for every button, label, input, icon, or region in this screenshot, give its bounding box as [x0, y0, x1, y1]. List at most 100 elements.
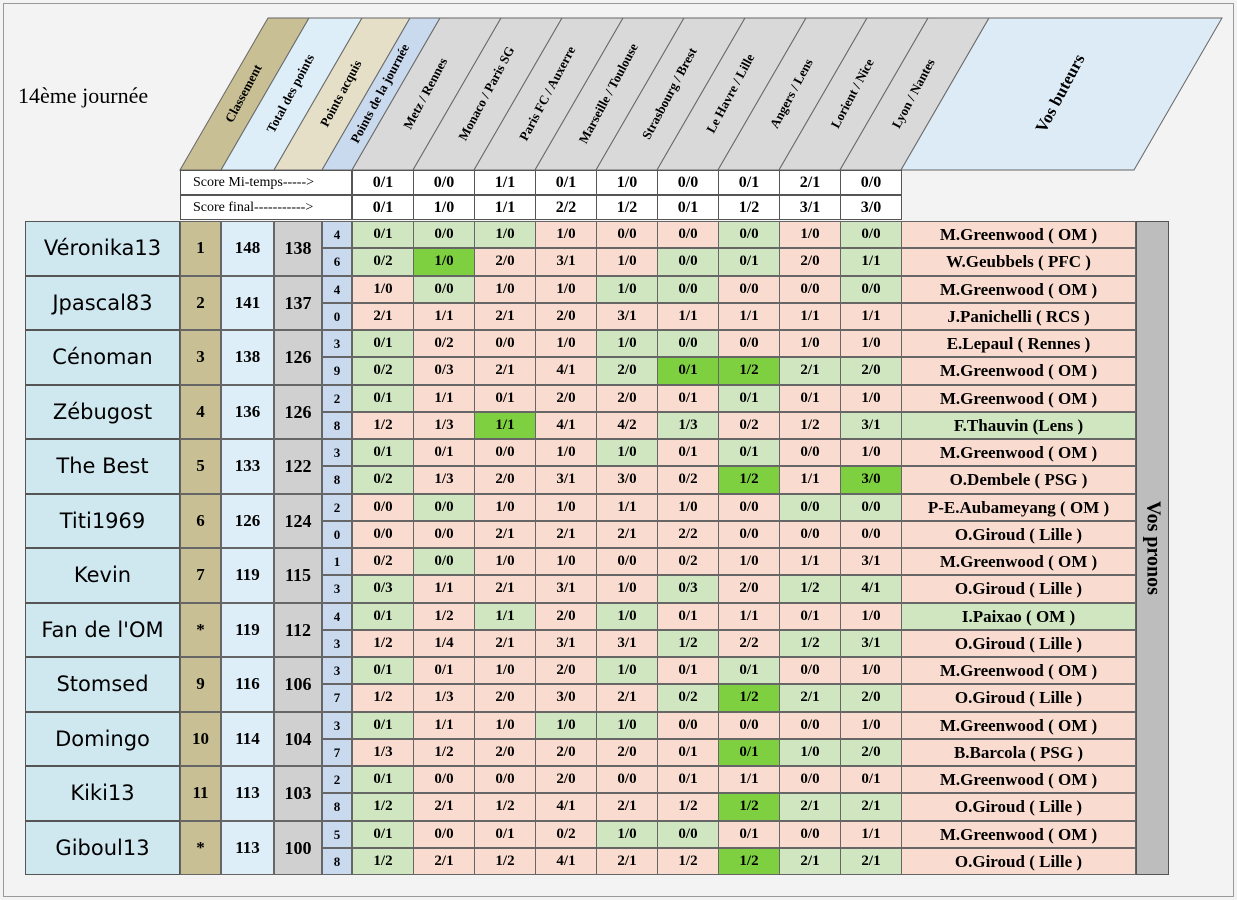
prediction-cell: 0/2: [352, 248, 414, 276]
prediction-cell: 1/2: [779, 629, 841, 657]
prediction-cell: 1/2: [657, 847, 719, 875]
prediction-cell: 0/0: [413, 221, 475, 249]
prediction-cell: 2/1: [413, 847, 475, 875]
prediction-cell: 2/1: [840, 793, 902, 821]
score-cell: 1/0: [596, 170, 658, 195]
prediction-cell: 2/1: [474, 575, 536, 603]
player-name: Titi1969: [25, 493, 180, 548]
prediction-cell: 2/1: [474, 629, 536, 657]
scorer-cell: E.Lepaul ( Rennes ): [901, 330, 1136, 358]
prediction-cell: 2/1: [413, 793, 475, 821]
player-day-points: 3: [322, 711, 352, 739]
scorer-cell: M.Greenwood ( OM ): [901, 439, 1136, 467]
player-day-points: 8: [322, 466, 352, 494]
player-name: Stomsed: [25, 657, 180, 712]
prediction-cell: 1/2: [413, 602, 475, 630]
prediction-cell: 3/0: [596, 466, 658, 494]
player-day-points: 0: [322, 520, 352, 548]
player-total: 136: [221, 384, 274, 439]
scorer-cell: M.Greenwood ( OM ): [901, 275, 1136, 303]
prediction-cell: 1/1: [474, 411, 536, 439]
prediction-cell: 0/0: [718, 275, 780, 303]
prediction-cell: 2/1: [779, 684, 841, 712]
prediction-cell: 1/2: [352, 684, 414, 712]
prediction-cell: 0/0: [657, 221, 719, 249]
prediction-cell: 0/0: [840, 493, 902, 521]
prediction-cell: 1/2: [474, 847, 536, 875]
score-cell: 2/1: [779, 170, 841, 195]
prediction-cell: 1/0: [779, 221, 841, 249]
prediction-cell: 0/1: [657, 657, 719, 685]
prediction-cell: 0/1: [718, 820, 780, 848]
prediction-cell: 0/0: [474, 766, 536, 794]
prediction-cell: 1/3: [413, 411, 475, 439]
player-rank: *: [180, 602, 221, 657]
player-day-points: 3: [322, 439, 352, 467]
prediction-cell: 3/1: [840, 411, 902, 439]
prediction-cell: 1/0: [596, 711, 658, 739]
player-acquis: 137: [274, 275, 322, 330]
player-total: 116: [221, 657, 274, 712]
score-cell: 3/1: [779, 195, 841, 220]
scorer-cell: O.Dembele ( PSG ): [901, 466, 1136, 494]
player-rank: 3: [180, 330, 221, 385]
prediction-cell: 0/0: [596, 221, 658, 249]
player-name: The Best: [25, 439, 180, 494]
prediction-cell: 1/0: [535, 711, 597, 739]
player-day-points: 6: [322, 248, 352, 276]
prediction-cell: 0/0: [779, 766, 841, 794]
prediction-cell: 0/2: [413, 330, 475, 358]
prediction-cell: 0/0: [779, 520, 841, 548]
prediction-cell: 0/1: [718, 657, 780, 685]
prediction-cell: 2/0: [596, 357, 658, 385]
player-day-points: 7: [322, 684, 352, 712]
player-rank: 4: [180, 384, 221, 439]
prediction-cell: 0/2: [657, 684, 719, 712]
prediction-cell: 2/0: [535, 302, 597, 330]
scorer-cell: W.Geubbels ( PFC ): [901, 248, 1136, 276]
score-cell: 0/1: [352, 195, 414, 220]
prediction-cell: 1/4: [413, 629, 475, 657]
scorer-cell: P-E.Aubameyang ( OM ): [901, 493, 1136, 521]
side-label-text: Vos pronos: [1142, 501, 1164, 595]
prediction-cell: 1/0: [474, 493, 536, 521]
player-acquis: 124: [274, 493, 322, 548]
player-rank: *: [180, 820, 221, 875]
prediction-cell: 0/0: [779, 711, 841, 739]
player-rank: 10: [180, 711, 221, 766]
prediction-cell: 0/0: [352, 493, 414, 521]
player-day-points: 8: [322, 411, 352, 439]
player-acquis: 126: [274, 384, 322, 439]
prediction-cell: 0/1: [352, 439, 414, 467]
prediction-cell: 0/0: [657, 248, 719, 276]
prediction-cell: 3/0: [535, 684, 597, 712]
player-day-points: 3: [322, 629, 352, 657]
prediction-cell: 0/1: [352, 602, 414, 630]
prediction-cell: 2/1: [474, 520, 536, 548]
player-day-points: 8: [322, 847, 352, 875]
prediction-cell: 3/1: [535, 629, 597, 657]
prediction-cell: 2/0: [535, 766, 597, 794]
player-name: Fan de l'OM: [25, 602, 180, 657]
scorer-cell: O.Giroud ( Lille ): [901, 575, 1136, 603]
prediction-cell: 1/0: [840, 439, 902, 467]
prediction-cell: 0/1: [657, 738, 719, 766]
prediction-cell: 1/0: [779, 330, 841, 358]
player-total: 141: [221, 275, 274, 330]
prediction-cell: 1/1: [413, 384, 475, 412]
prediction-cell: 0/0: [840, 520, 902, 548]
prediction-cell: 0/1: [718, 439, 780, 467]
score-row-label: Score final----------->: [180, 195, 352, 220]
score-cell: 3/0: [840, 195, 902, 220]
player-day-points: 0: [322, 302, 352, 330]
prediction-cell: 0/0: [657, 711, 719, 739]
prediction-cell: 0/2: [352, 357, 414, 385]
player-day-points: 1: [322, 548, 352, 576]
player-name: Kiki13: [25, 766, 180, 821]
prediction-cell: 1/0: [474, 548, 536, 576]
prediction-cell: 0/0: [596, 766, 658, 794]
prediction-cell: 1/0: [840, 657, 902, 685]
prediction-cell: 1/2: [718, 466, 780, 494]
page-title: 14ème journée: [18, 83, 149, 108]
prediction-cell: 2/1: [352, 302, 414, 330]
